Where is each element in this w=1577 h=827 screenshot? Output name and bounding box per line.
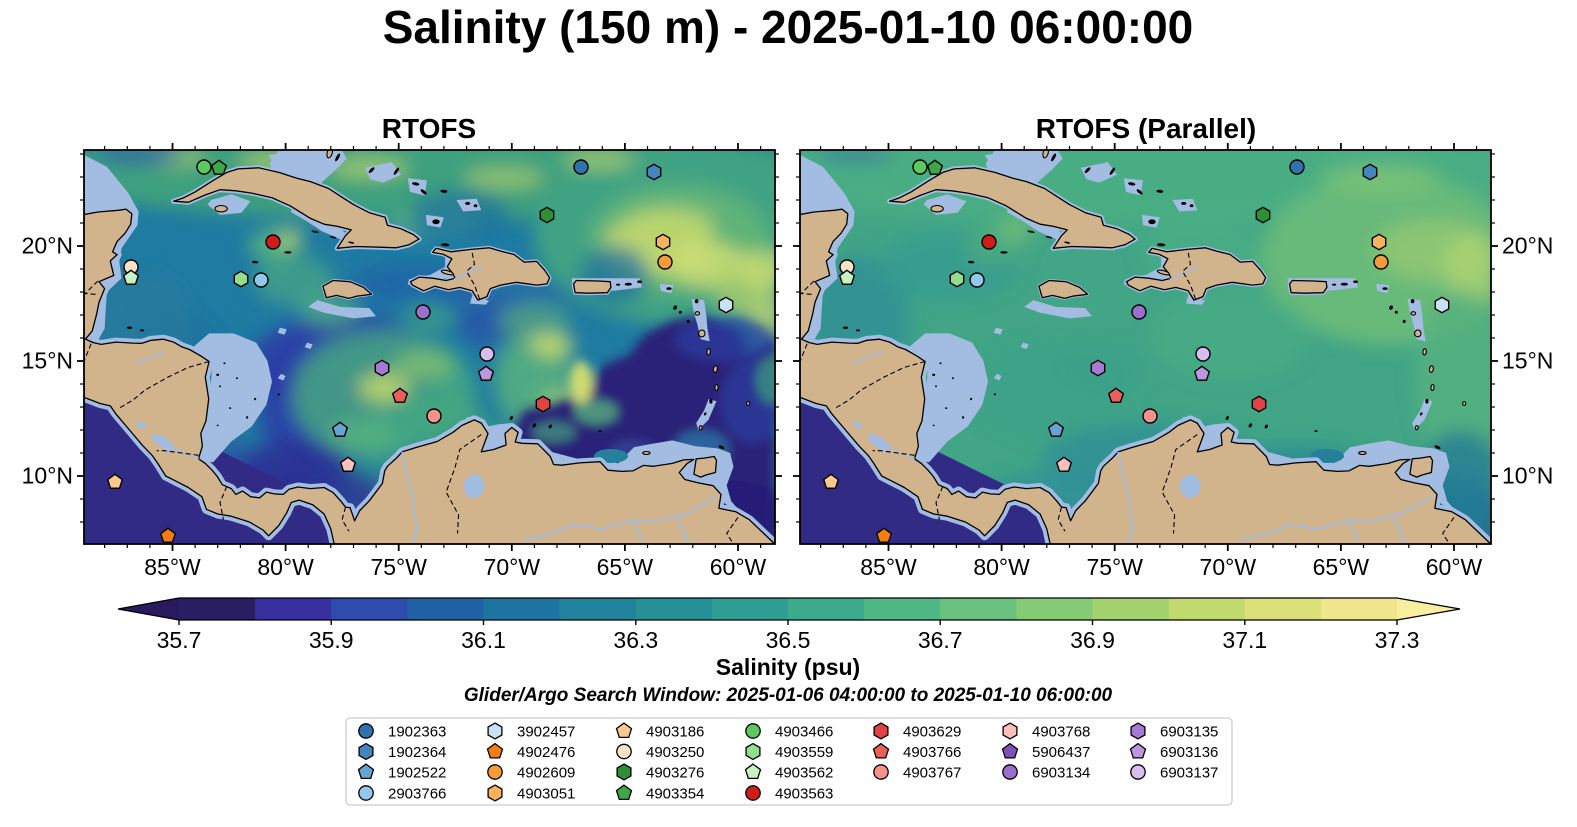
svg-text:4903629: 4903629 — [903, 724, 961, 741]
svg-text:4903766: 4903766 — [903, 744, 961, 761]
svg-text:6903136: 6903136 — [1160, 744, 1218, 761]
svg-text:4903186: 4903186 — [646, 724, 704, 741]
svg-text:70°W: 70°W — [1200, 554, 1257, 580]
svg-text:Salinity (150 m) - 2025-01-10: Salinity (150 m) - 2025-01-10 06:00:00 — [383, 1, 1194, 53]
svg-text:4903250: 4903250 — [646, 744, 704, 761]
svg-text:6903135: 6903135 — [1160, 724, 1218, 741]
svg-text:85°W: 85°W — [144, 554, 201, 580]
svg-text:36.3: 36.3 — [613, 627, 658, 653]
svg-text:75°W: 75°W — [370, 554, 427, 580]
svg-text:80°W: 80°W — [257, 554, 314, 580]
svg-text:6903134: 6903134 — [1032, 765, 1090, 782]
svg-text:RTOFS: RTOFS — [382, 113, 476, 144]
svg-text:37.3: 37.3 — [1375, 627, 1420, 653]
svg-text:36.9: 36.9 — [1070, 627, 1115, 653]
svg-text:60°W: 60°W — [1426, 554, 1483, 580]
svg-text:4903354: 4903354 — [646, 786, 704, 803]
svg-text:35.7: 35.7 — [157, 627, 202, 653]
svg-text:36.1: 36.1 — [461, 627, 506, 653]
svg-text:4903768: 4903768 — [1032, 724, 1090, 741]
svg-text:37.1: 37.1 — [1222, 627, 1267, 653]
svg-text:4903276: 4903276 — [646, 765, 704, 782]
svg-text:2903766: 2903766 — [388, 786, 446, 803]
svg-text:5906437: 5906437 — [1032, 744, 1090, 761]
svg-text:10°N: 10°N — [1502, 463, 1553, 489]
svg-text:4902476: 4902476 — [517, 744, 575, 761]
svg-text:70°W: 70°W — [484, 554, 541, 580]
svg-text:20°N: 20°N — [1502, 233, 1553, 259]
svg-text:Glider/Argo Search Window: 202: Glider/Argo Search Window: 2025-01-06 04… — [464, 685, 1113, 706]
svg-text:4903466: 4903466 — [775, 724, 833, 741]
svg-text:36.5: 36.5 — [766, 627, 811, 653]
svg-text:4903562: 4903562 — [775, 765, 833, 782]
svg-text:10°N: 10°N — [22, 463, 73, 489]
svg-text:4903563: 4903563 — [775, 786, 833, 803]
svg-text:4903051: 4903051 — [517, 786, 575, 803]
svg-text:15°N: 15°N — [22, 348, 73, 374]
svg-text:RTOFS (Parallel): RTOFS (Parallel) — [1036, 113, 1256, 144]
svg-text:Salinity (psu): Salinity (psu) — [716, 654, 860, 680]
svg-text:6903137: 6903137 — [1160, 765, 1218, 782]
svg-text:3902457: 3902457 — [517, 724, 575, 741]
svg-text:85°W: 85°W — [860, 554, 917, 580]
svg-text:36.7: 36.7 — [918, 627, 963, 653]
svg-text:80°W: 80°W — [973, 554, 1030, 580]
svg-text:60°W: 60°W — [710, 554, 767, 580]
svg-text:65°W: 65°W — [597, 554, 654, 580]
svg-text:4903559: 4903559 — [775, 744, 833, 761]
svg-text:1902522: 1902522 — [388, 765, 446, 782]
svg-text:15°N: 15°N — [1502, 348, 1553, 374]
svg-text:75°W: 75°W — [1086, 554, 1143, 580]
svg-text:20°N: 20°N — [22, 233, 73, 259]
svg-text:1902364: 1902364 — [388, 744, 446, 761]
svg-text:65°W: 65°W — [1313, 554, 1370, 580]
svg-text:1902363: 1902363 — [388, 724, 446, 741]
svg-text:4902609: 4902609 — [517, 765, 575, 782]
svg-text:4903767: 4903767 — [903, 765, 961, 782]
svg-text:35.9: 35.9 — [309, 627, 354, 653]
